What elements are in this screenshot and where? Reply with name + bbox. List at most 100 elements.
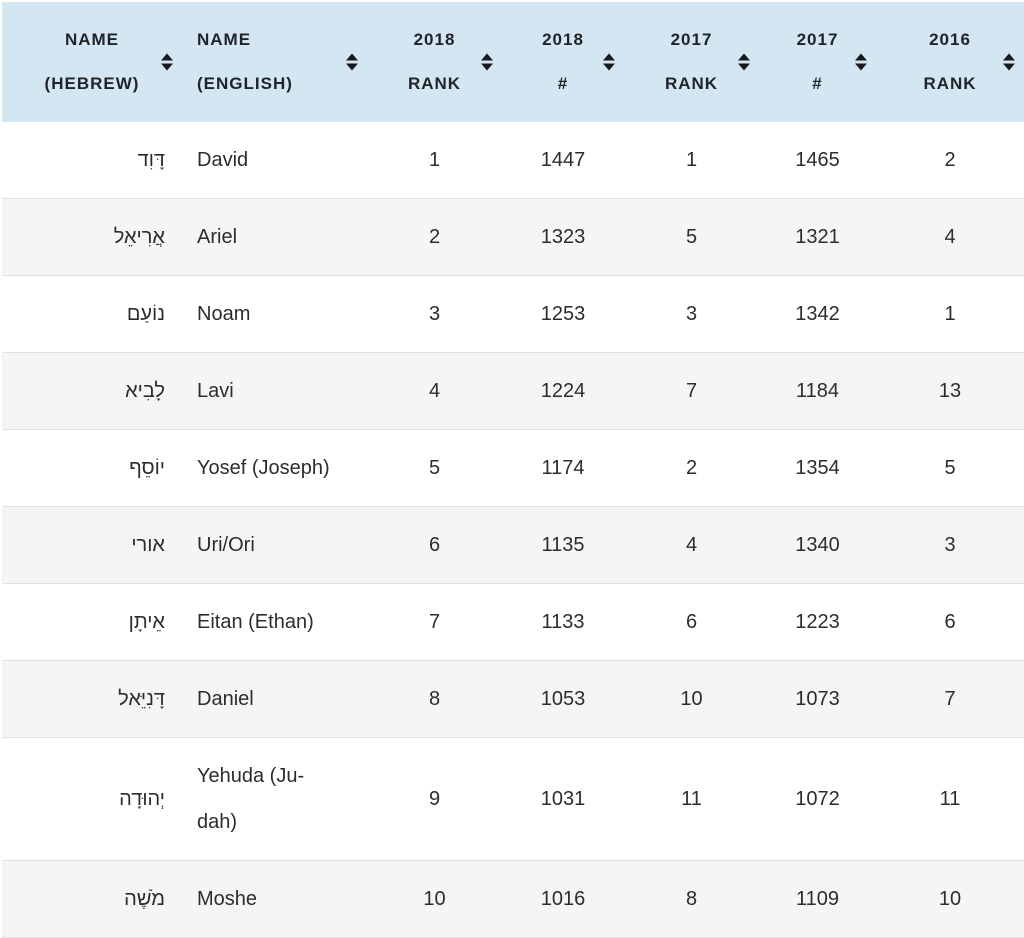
sort-arrows-icon[interactable] (161, 53, 173, 71)
rank-2017-cell: 3 (624, 275, 759, 353)
sort-arrows-icon[interactable] (481, 53, 493, 71)
rank-2017-cell: 5 (624, 198, 759, 276)
english-name-cell: David (182, 122, 367, 199)
rank-2017-cell: 10 (624, 660, 759, 738)
english-name-cell: Lavi (182, 352, 367, 430)
sort-arrows-icon[interactable] (1003, 53, 1015, 71)
column-header-2018-count[interactable]: 2018 # (502, 2, 624, 122)
column-header-label: NAME (ENGLISH) (182, 18, 367, 106)
header-line2: (ENGLISH) (197, 74, 293, 93)
rank-2018-cell: 5 (367, 429, 502, 507)
hebrew-name-cell: יְהוּדָה (2, 737, 182, 861)
sort-arrows-icon[interactable] (738, 53, 750, 71)
table-body: דָּוִד David 1 1447 1 1465 2 אֲרִיאֵל Ar… (2, 122, 1024, 938)
header-line1: NAME (64, 29, 120, 49)
header-line2: RANK (407, 74, 462, 93)
english-name-cell: Eitan (Ethan) (182, 583, 367, 661)
hebrew-name-cell: דָּנִיֵּאל (2, 660, 182, 738)
sort-arrows-icon[interactable] (855, 53, 867, 71)
sort-arrows-icon[interactable] (346, 53, 358, 71)
hebrew-name-cell: אורי (2, 506, 182, 584)
count-2018-cell: 1053 (502, 660, 624, 738)
rank-2017-cell: 2 (624, 429, 759, 507)
count-2018-cell: 1224 (502, 352, 624, 430)
header-line1: 2018 (542, 29, 584, 49)
table-row: מֹשֶׁה Moshe 10 1016 8 1109 10 (2, 860, 1024, 938)
column-header-label: 2018 # (502, 18, 624, 106)
header-line2: # (812, 74, 823, 93)
sort-arrows-icon[interactable] (603, 53, 615, 71)
rank-2016-cell: 4 (876, 198, 1024, 276)
count-2018-cell: 1447 (502, 122, 624, 199)
count-2018-cell: 1135 (502, 506, 624, 584)
header-line2: # (557, 74, 569, 93)
count-2017-cell: 1342 (759, 275, 876, 353)
table-row: יְהוּדָה Yehuda (Ju- dah) 9 1031 11 1072… (2, 737, 1024, 861)
column-header-name-hebrew[interactable]: NAME (HEBREW) (2, 2, 182, 122)
count-2018-cell: 1253 (502, 275, 624, 353)
hebrew-name-cell: יוֹסֵף (2, 429, 182, 507)
count-2017-cell: 1321 (759, 198, 876, 276)
english-name-cell: Daniel (182, 660, 367, 738)
column-header-label: 2017 RANK (624, 18, 759, 106)
rank-2016-cell: 7 (876, 660, 1024, 738)
count-2017-cell: 1223 (759, 583, 876, 661)
column-header-name-english[interactable]: NAME (ENGLISH) (182, 2, 367, 122)
rank-2017-cell: 11 (624, 737, 759, 861)
rank-2018-cell: 8 (367, 660, 502, 738)
table-row: אֲרִיאֵל Ariel 2 1323 5 1321 4 (2, 198, 1024, 276)
header-line2: RANK (923, 74, 977, 93)
english-name-cell: Ariel (182, 198, 367, 276)
count-2018-cell: 1323 (502, 198, 624, 276)
column-header-2017-count[interactable]: 2017 # (759, 2, 876, 122)
rank-2017-cell: 8 (624, 860, 759, 938)
rank-2016-cell: 6 (876, 583, 1024, 661)
count-2017-cell: 1340 (759, 506, 876, 584)
english-name-cell: Moshe (182, 860, 367, 938)
header-line1: 2016 (929, 29, 971, 49)
header-line2: RANK (664, 74, 719, 93)
rank-2018-cell: 1 (367, 122, 502, 199)
rank-2017-cell: 4 (624, 506, 759, 584)
column-header-2018-rank[interactable]: 2018 RANK (367, 2, 502, 122)
rank-2018-cell: 2 (367, 198, 502, 276)
rank-2018-cell: 3 (367, 275, 502, 353)
count-2018-cell: 1016 (502, 860, 624, 938)
count-2018-cell: 1031 (502, 737, 624, 861)
header-line1: 2017 (670, 29, 713, 49)
count-2018-cell: 1174 (502, 429, 624, 507)
rank-2018-cell: 6 (367, 506, 502, 584)
count-2017-cell: 1465 (759, 122, 876, 199)
count-2017-cell: 1354 (759, 429, 876, 507)
english-name-cell: Yehuda (Ju- dah) (182, 737, 367, 861)
rank-2018-cell: 9 (367, 737, 502, 861)
table-row: נוֹעַם Noam 3 1253 3 1342 1 (2, 275, 1024, 353)
count-2017-cell: 1072 (759, 737, 876, 861)
rank-2017-cell: 6 (624, 583, 759, 661)
column-header-2016-rank[interactable]: 2016 RANK (876, 2, 1024, 122)
rank-2017-cell: 1 (624, 122, 759, 199)
header-line2: (HEBREW) (44, 74, 140, 93)
header-line1: NAME (197, 29, 252, 49)
count-2017-cell: 1184 (759, 352, 876, 430)
header-line1: 2018 (413, 29, 456, 49)
table-row: יוֹסֵף Yosef (Joseph) 5 1174 2 1354 5 (2, 429, 1024, 507)
header-line1: 2017 (796, 29, 839, 49)
english-name-cell: Yosef (Joseph) (182, 429, 367, 507)
column-header-label: 2017 # (759, 18, 876, 106)
count-2017-cell: 1109 (759, 860, 876, 938)
rank-2018-cell: 7 (367, 583, 502, 661)
hebrew-name-cell: אֲרִיאֵל (2, 198, 182, 276)
table-row: אורי Uri/Ori 6 1135 4 1340 3 (2, 506, 1024, 584)
hebrew-name-cell: מֹשֶׁה (2, 860, 182, 938)
column-header-2017-rank[interactable]: 2017 RANK (624, 2, 759, 122)
rank-2016-cell: 1 (876, 275, 1024, 353)
column-header-label: NAME (HEBREW) (2, 18, 182, 106)
count-2017-cell: 1073 (759, 660, 876, 738)
header-row: NAME (HEBREW) NAME (ENGLISH) 2018 RANK (2, 2, 1024, 122)
rank-2016-cell: 13 (876, 352, 1024, 430)
hebrew-name-cell: לָבִיא (2, 352, 182, 430)
hebrew-name-cell: דָּוִד (2, 122, 182, 199)
